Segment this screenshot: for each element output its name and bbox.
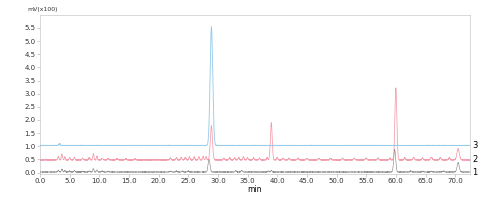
Text: 3: 3 xyxy=(472,141,478,150)
X-axis label: min: min xyxy=(248,186,262,194)
Text: mV(x100): mV(x100) xyxy=(27,7,58,12)
Text: 1: 1 xyxy=(472,167,478,177)
Text: 2: 2 xyxy=(472,155,478,165)
